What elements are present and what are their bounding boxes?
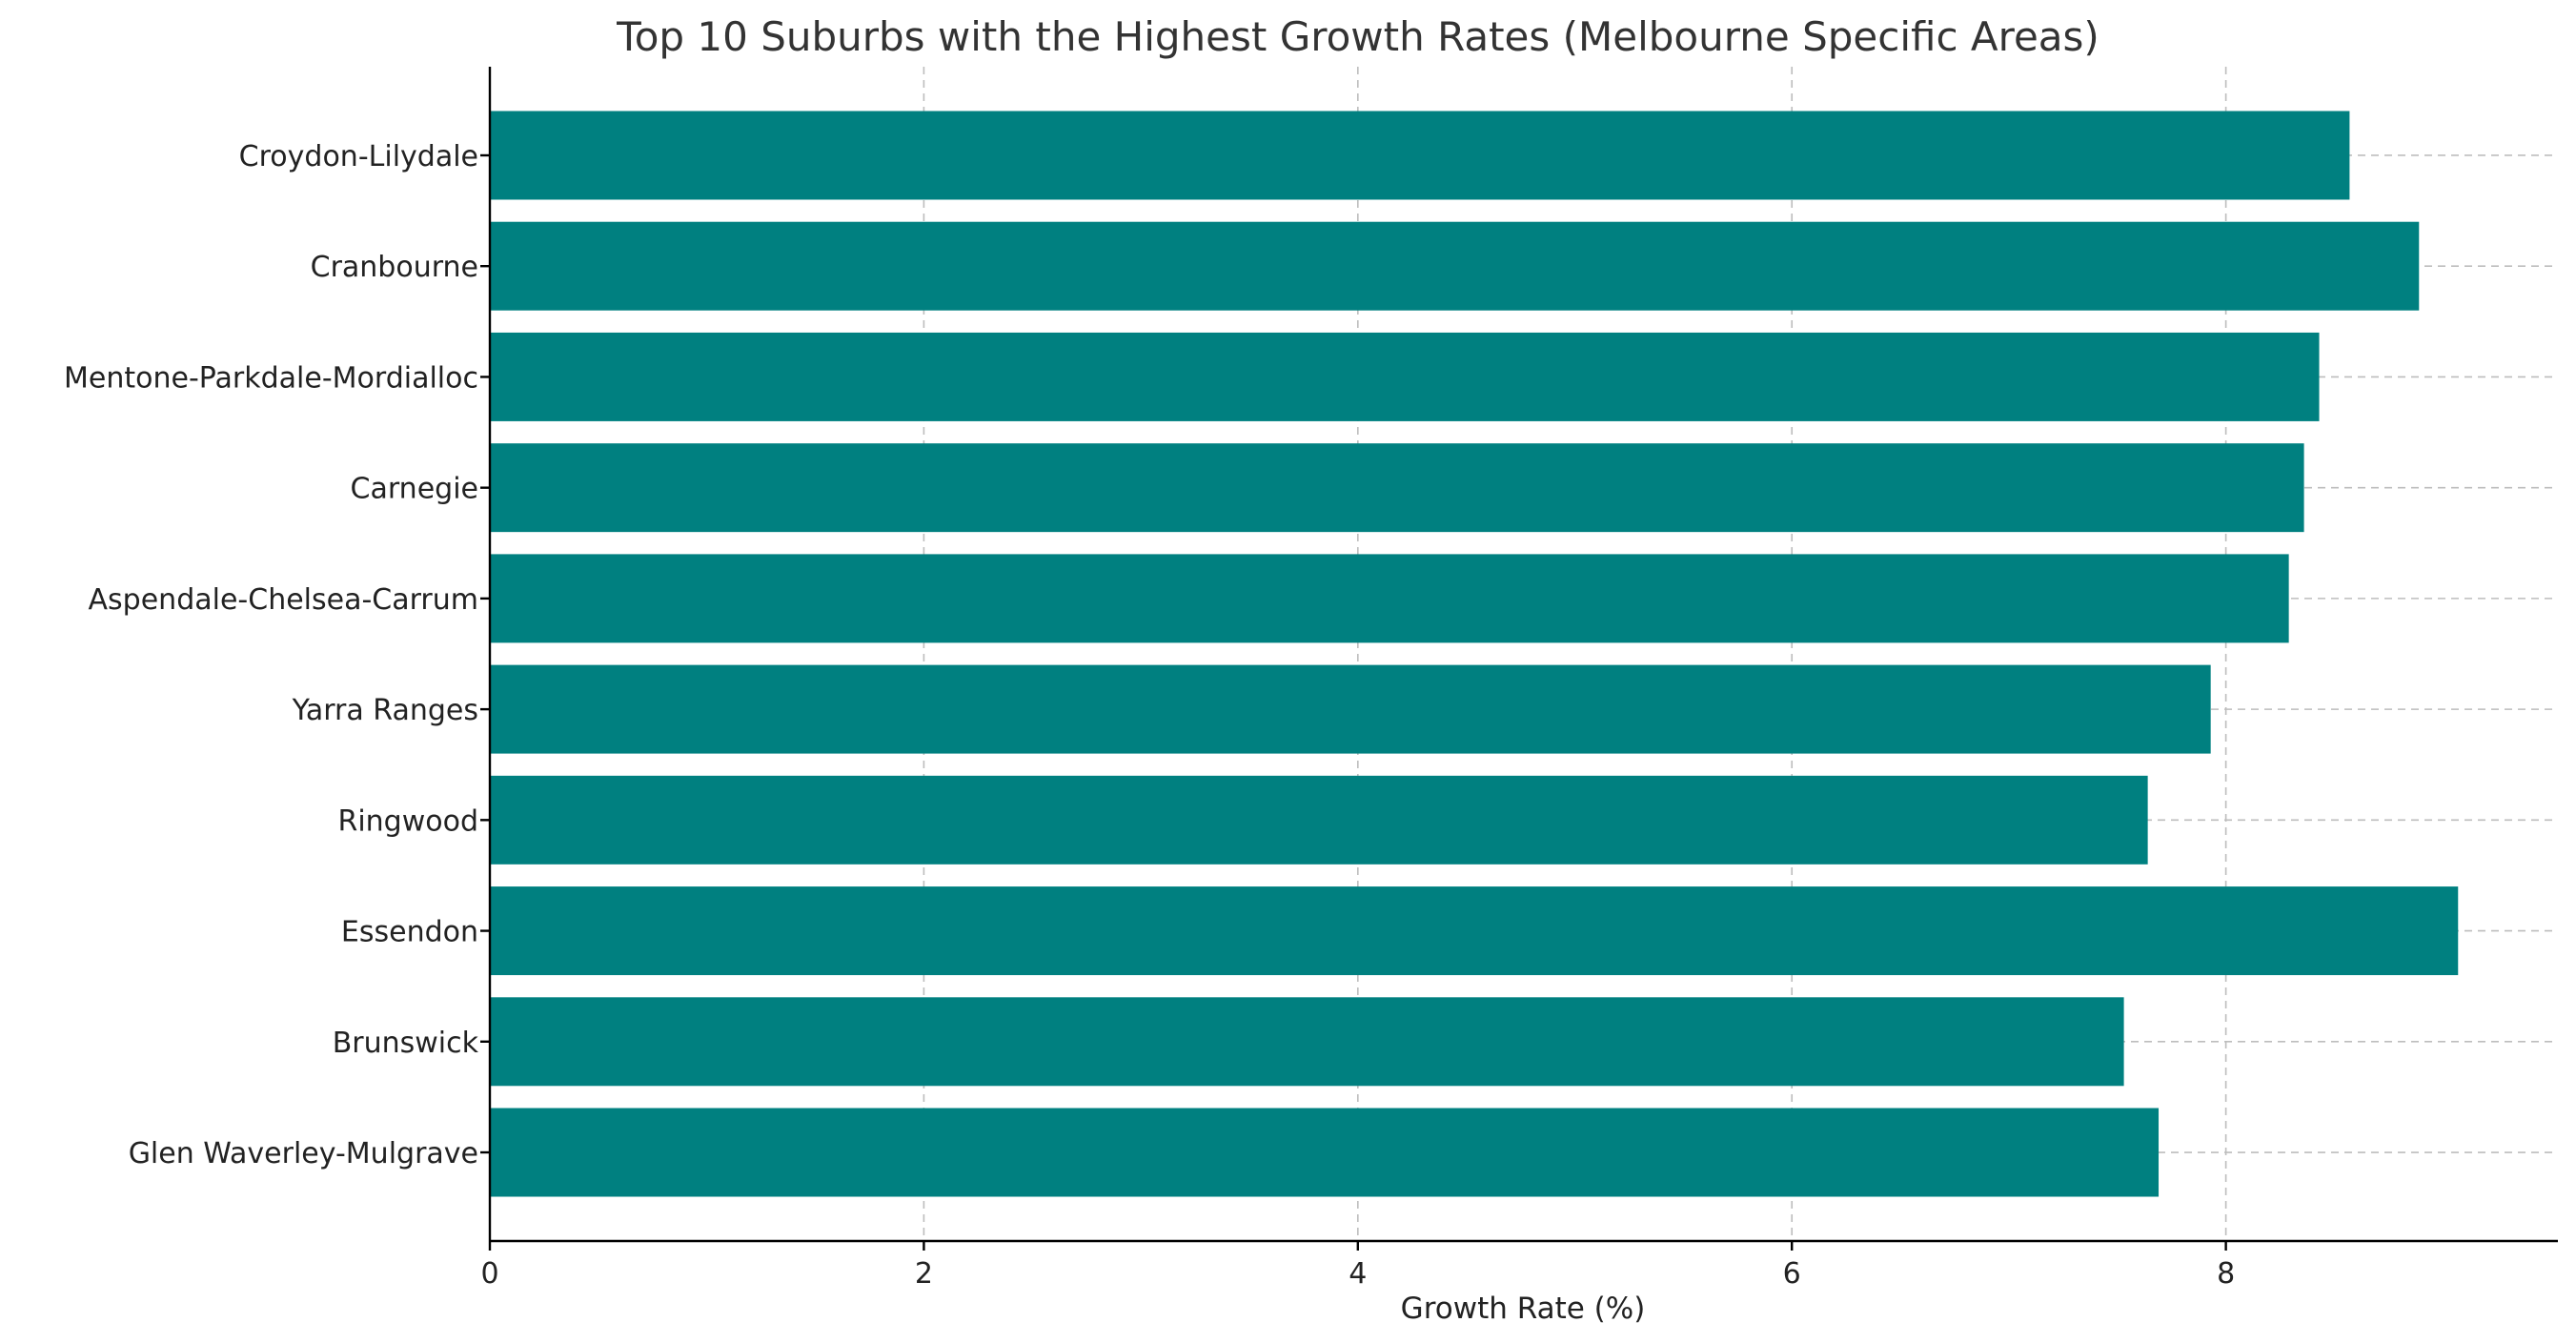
x-tick-label: 8 [2217,1257,2235,1291]
bars [490,111,2459,1197]
bar [490,332,2320,421]
x-tick-label: 0 [480,1257,498,1291]
category-label: Carnegie [351,473,478,506]
category-label: Glen Waverley-Mulgrave [129,1137,478,1170]
bar [490,886,2459,976]
bar [490,221,2420,311]
x-tick-label: 6 [1783,1257,1801,1291]
category-label: Mentone-Parkdale-Mordialloc [64,361,478,395]
bar [490,1108,2160,1197]
bar [490,111,2350,200]
category-label: Essendon [341,916,478,949]
bar [490,997,2124,1087]
chart-title: Top 10 Suburbs with the Highest Growth R… [616,13,2099,60]
bar [490,775,2148,865]
x-tick-labels: 0 2 4 6 8 [480,1257,2235,1291]
x-axis-label: Growth Rate (%) [1401,1292,1646,1326]
category-label: Croydon-Lilydale [239,140,478,173]
category-label: Ringwood [337,804,478,838]
category-label: Brunswick [333,1027,479,1060]
bar [490,443,2304,533]
bar [490,554,2289,643]
bar [490,664,2211,754]
category-label: Aspendale-Chelsea-Carrum [89,583,478,617]
category-label: Yarra Ranges [292,694,478,727]
x-tick-label: 4 [1349,1257,1367,1291]
category-labels: Croydon-Lilydale Cranbourne Mentone-Parkda… [64,140,479,1170]
category-label: Cranbourne [311,251,478,284]
x-tick-label: 2 [915,1257,933,1291]
axes [480,67,2558,1251]
